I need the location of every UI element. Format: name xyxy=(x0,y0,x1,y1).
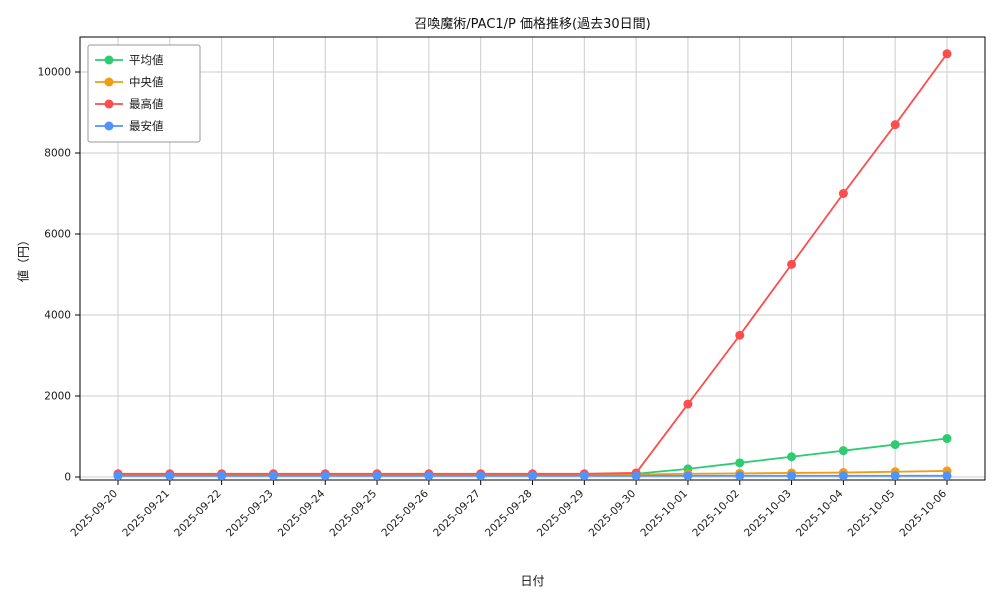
legend-marker-dot xyxy=(104,121,114,131)
data-point-marker xyxy=(528,471,537,481)
data-point-marker xyxy=(683,471,693,481)
data-point-marker xyxy=(372,471,382,481)
legend-marker-dot xyxy=(104,55,114,65)
data-point-marker xyxy=(838,446,848,456)
x-tick-label: 2025-09-25 xyxy=(328,488,380,540)
chart-title: 召喚魔術/PAC1/P 価格推移(過去30日間) xyxy=(414,17,651,32)
x-tick-label: 2025-09-28 xyxy=(483,488,535,540)
x-tick-label: 2025-10-03 xyxy=(742,488,794,540)
data-point-marker xyxy=(320,471,330,481)
data-point-marker xyxy=(113,471,123,481)
data-point-marker xyxy=(890,440,900,450)
x-tick-label: 2025-09-20 xyxy=(68,488,120,540)
x-tick-label: 2025-10-02 xyxy=(690,488,742,540)
legend-label: 最安値 xyxy=(129,119,164,133)
y-axis-title: 値（円） xyxy=(16,234,31,283)
x-tick-label: 2025-09-22 xyxy=(172,488,224,540)
data-point-marker xyxy=(579,471,589,481)
x-tick-label: 2025-10-05 xyxy=(846,488,898,540)
x-tick-label: 2025-10-01 xyxy=(638,488,690,540)
legend-marker-dot xyxy=(104,99,114,109)
y-tick-label: 10000 xyxy=(38,67,71,79)
y-tick-label: 2000 xyxy=(44,391,71,403)
series-最安値 xyxy=(113,471,952,481)
legend-box xyxy=(87,44,201,143)
data-point-marker xyxy=(683,399,693,409)
data-point-marker xyxy=(890,120,900,130)
x-axis: 2025-09-20 2025-09-21 2025-09-22 2025-09-23… xyxy=(68,480,949,539)
x-tick-label: 2025-09-30 xyxy=(587,488,639,540)
x-tick-label: 2025-09-29 xyxy=(535,488,587,540)
data-point-marker xyxy=(942,434,952,444)
x-tick-label: 2025-09-27 xyxy=(431,488,483,540)
x-tick-label: 2025-09-23 xyxy=(224,488,276,540)
data-point-marker xyxy=(735,330,745,340)
data-point-marker xyxy=(890,471,900,481)
data-point-marker xyxy=(838,189,848,198)
data-point-marker xyxy=(787,259,797,269)
y-tick-label: 0 xyxy=(64,472,71,484)
data-point-marker xyxy=(735,458,745,468)
legend-label: 最高値 xyxy=(129,97,164,111)
data-point-marker xyxy=(217,471,227,481)
data-point-marker xyxy=(735,471,745,481)
data-point-marker xyxy=(787,452,797,462)
legend-label: 中央値 xyxy=(129,75,164,89)
legend-marker-dot xyxy=(104,77,114,87)
y-tick-label: 8000 xyxy=(44,148,71,160)
x-tick-label: 2025-09-21 xyxy=(120,488,172,540)
data-point-marker xyxy=(476,471,486,481)
data-point-marker xyxy=(942,49,952,59)
x-tick-label: 2025-10-06 xyxy=(897,487,949,539)
x-tick-label: 2025-09-24 xyxy=(276,487,328,539)
data-point-marker xyxy=(268,471,278,481)
data-point-marker xyxy=(631,471,641,481)
legend-label: 平均値 xyxy=(129,53,164,67)
x-axis-title: 日付 xyxy=(520,574,545,588)
y-tick-label: 6000 xyxy=(44,229,71,241)
x-tick-label: 2025-10-04 xyxy=(794,487,846,539)
data-point-marker xyxy=(838,471,848,481)
y-tick-label: 4000 xyxy=(44,310,71,322)
data-point-marker xyxy=(942,471,952,481)
x-tick-label: 2025-09-26 xyxy=(379,487,431,539)
grid xyxy=(80,37,985,480)
data-point-marker xyxy=(165,471,175,481)
data-point-marker xyxy=(787,471,797,481)
data-point-marker xyxy=(424,471,434,481)
y-axis: 0 2000 4000 6000 8000 10000 xyxy=(38,67,80,484)
